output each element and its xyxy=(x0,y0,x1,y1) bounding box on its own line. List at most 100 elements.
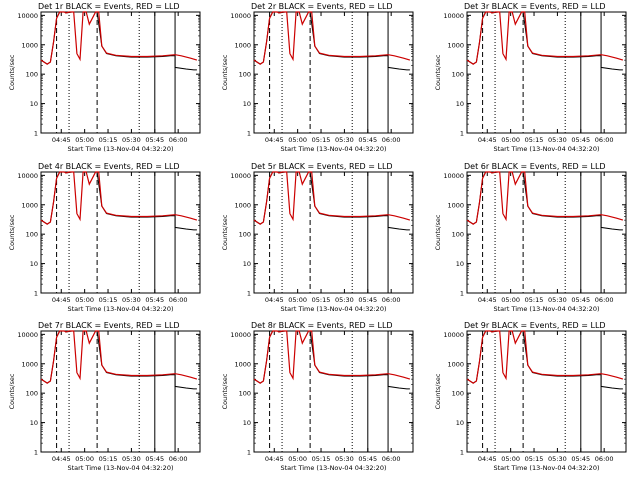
y-axis-label: Counts/sec xyxy=(434,214,442,250)
x-tick-label: 05:30 xyxy=(548,296,567,304)
plot-frame xyxy=(253,11,414,134)
x-axis-label: Start Time (13-Nov-04 04:32:20) xyxy=(494,305,600,313)
x-tick-label: 05:00 xyxy=(75,136,94,144)
y-tick-label: 1000 xyxy=(21,201,38,209)
x-tick-label: 05:15 xyxy=(525,296,544,304)
y-tick-label: 10000 xyxy=(230,331,251,339)
y-tick-label: 100 xyxy=(26,390,38,398)
chart-title: Det 3r BLACK = Events, RED = LLD xyxy=(464,2,606,11)
x-tick-label: 05:45 xyxy=(145,296,164,304)
x-tick-label: 04:45 xyxy=(478,296,497,304)
series-lld-line xyxy=(466,330,624,384)
chart-panel-5: Det 5r BLACK = Events, RED = LLD 1 10 100 10… xyxy=(221,162,414,313)
y-tick-label: 100 xyxy=(239,231,251,239)
y-tick-label: 10 xyxy=(243,419,251,427)
x-axis-label: Start Time (13-Nov-04 04:32:20) xyxy=(494,145,600,153)
y-tick-label: 10000 xyxy=(17,12,38,20)
chart-title: Det 4r BLACK = Events, RED = LLD xyxy=(38,162,180,171)
y-tick-label: 10000 xyxy=(17,331,38,339)
y-axis-label: Counts/sec xyxy=(8,373,16,409)
x-tick-label: 04:45 xyxy=(265,136,284,144)
plot-frame xyxy=(40,171,201,294)
chart-title: Det 5r BLACK = Events, RED = LLD xyxy=(251,162,393,171)
chart-title: Det 6r BLACK = Events, RED = LLD xyxy=(464,162,606,171)
x-tick-label: 05:30 xyxy=(122,296,141,304)
y-axis-label: Counts/sec xyxy=(221,214,229,250)
x-tick-label: 05:30 xyxy=(122,455,141,463)
x-tick-label: 06:00 xyxy=(595,136,614,144)
x-tick-label: 05:30 xyxy=(335,136,354,144)
x-tick-label: 06:00 xyxy=(169,136,188,144)
x-tick-label: 05:15 xyxy=(525,136,544,144)
x-axis-label: Start Time (13-Nov-04 04:32:20) xyxy=(281,145,387,153)
y-tick-label: 100 xyxy=(239,71,251,79)
plot-frame xyxy=(466,330,627,453)
y-tick-label: 1 xyxy=(34,290,38,298)
plot-frame xyxy=(466,11,627,134)
x-axis-label: Start Time (13-Nov-04 04:32:20) xyxy=(68,464,174,472)
x-tick-label: 05:00 xyxy=(501,136,520,144)
x-tick-label: 05:15 xyxy=(312,455,331,463)
chart-title: Det 2r BLACK = Events, RED = LLD xyxy=(251,2,393,11)
y-tick-label: 1 xyxy=(460,449,464,457)
series-events-line xyxy=(466,330,623,390)
y-tick-label: 1000 xyxy=(21,41,38,49)
y-tick-label: 1000 xyxy=(447,201,464,209)
y-tick-label: 100 xyxy=(239,390,251,398)
plot-frame xyxy=(253,171,414,294)
y-tick-label: 100 xyxy=(26,231,38,239)
series-events-line xyxy=(40,11,197,71)
y-tick-label: 1000 xyxy=(234,201,251,209)
series-lld-line xyxy=(40,330,198,384)
series-lld-line xyxy=(253,11,411,65)
x-tick-label: 05:30 xyxy=(335,455,354,463)
y-axis-label: Counts/sec xyxy=(434,373,442,409)
x-tick-label: 05:45 xyxy=(571,296,590,304)
y-tick-label: 10 xyxy=(30,100,38,108)
x-tick-label: 05:15 xyxy=(99,455,118,463)
x-tick-label: 05:30 xyxy=(548,136,567,144)
x-tick-label: 05:30 xyxy=(548,455,567,463)
x-tick-label: 05:45 xyxy=(145,455,164,463)
chart-panel-8: Det 8r BLACK = Events, RED = LLD 1 10 100 10… xyxy=(221,321,414,472)
x-tick-label: 05:00 xyxy=(288,455,307,463)
y-tick-label: 1000 xyxy=(234,360,251,368)
y-tick-label: 1000 xyxy=(21,360,38,368)
y-tick-label: 10 xyxy=(243,260,251,268)
series-lld-line xyxy=(40,171,198,225)
y-tick-label: 10000 xyxy=(443,331,464,339)
series-lld-line xyxy=(466,11,624,65)
series-lld-line xyxy=(40,11,198,65)
plot-frame xyxy=(253,330,414,453)
y-axis-label: Counts/sec xyxy=(8,54,16,90)
y-tick-label: 10000 xyxy=(230,12,251,20)
plot-frame xyxy=(466,171,627,294)
x-tick-label: 05:00 xyxy=(75,296,94,304)
series-events-line xyxy=(40,330,197,390)
y-axis-label: Counts/sec xyxy=(8,214,16,250)
series-lld-line xyxy=(253,330,411,384)
chart-panel-6: Det 6r BLACK = Events, RED = LLD 1 10 100 10… xyxy=(434,162,627,313)
x-tick-label: 05:45 xyxy=(358,136,377,144)
chart-title: Det 9r BLACK = Events, RED = LLD xyxy=(464,321,606,330)
y-axis-label: Counts/sec xyxy=(221,373,229,409)
x-tick-label: 06:00 xyxy=(595,296,614,304)
chart-panel-2: Det 2r BLACK = Events, RED = LLD 1 10 100 10… xyxy=(221,2,414,153)
y-axis-label: Counts/sec xyxy=(221,54,229,90)
series-events-line xyxy=(253,330,410,390)
chart-panel-4: Det 4r BLACK = Events, RED = LLD 1 10 100 10… xyxy=(8,162,201,313)
y-tick-label: 10 xyxy=(30,419,38,427)
y-tick-label: 1 xyxy=(460,290,464,298)
x-tick-label: 05:30 xyxy=(335,296,354,304)
x-tick-label: 05:00 xyxy=(288,296,307,304)
chart-panel-3: Det 3r BLACK = Events, RED = LLD 1 10 100 10… xyxy=(434,2,627,153)
y-tick-label: 100 xyxy=(452,71,464,79)
y-tick-label: 100 xyxy=(452,231,464,239)
x-tick-label: 04:45 xyxy=(52,296,71,304)
x-tick-label: 05:00 xyxy=(501,455,520,463)
y-tick-label: 10 xyxy=(456,100,464,108)
plot-frame xyxy=(40,11,201,134)
x-tick-label: 06:00 xyxy=(595,455,614,463)
y-tick-label: 1 xyxy=(34,449,38,457)
